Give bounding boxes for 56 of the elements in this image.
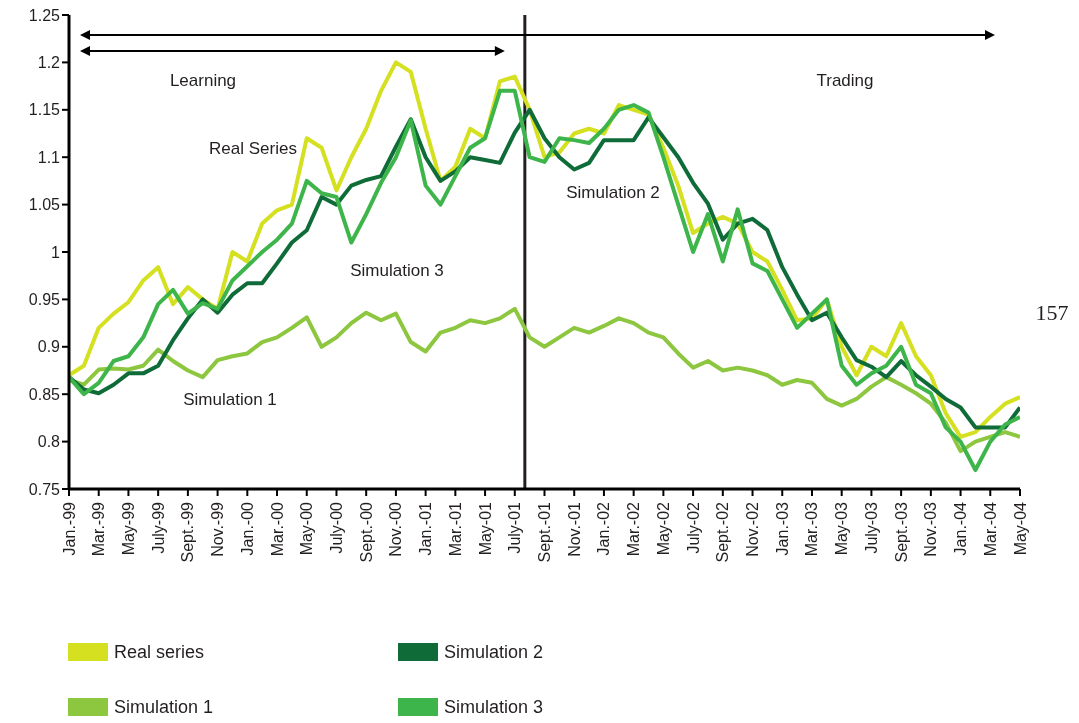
x-tick-label: Nov.-02 <box>744 501 762 557</box>
x-tick-label: July-03 <box>862 501 880 554</box>
y-tick-label: 1.1 <box>37 148 61 166</box>
x-tick-label: Mar.-00 <box>268 501 286 557</box>
text: 157 <box>1035 299 1069 325</box>
x-tick-label: Jan.-04 <box>952 501 970 556</box>
y-tick-label: 0.85 <box>28 385 61 403</box>
y-tick-label: 1 <box>51 243 61 261</box>
x-tick-label: May-00 <box>298 501 316 556</box>
annotation: Simulation 2 <box>566 182 660 202</box>
x-tick-label: Mar.-04 <box>981 501 999 557</box>
legend-label: Simulation 3 <box>444 696 544 718</box>
x-tick-label: Sept.-00 <box>357 501 375 563</box>
x-tick-label: Sept.-01 <box>536 501 553 563</box>
legend-label: Simulation 1 <box>114 696 214 718</box>
y-tick-label: 1.15 <box>28 101 61 119</box>
annotation: Simulation 3 <box>350 260 444 280</box>
x-tick-label: Jan.-01 <box>417 501 435 556</box>
x-tick-label: Jan.-00 <box>238 501 256 556</box>
x-tick-label: Nov.-00 <box>387 501 405 557</box>
y-tick-label: 0.9 <box>37 338 61 356</box>
x-tick-label: July-00 <box>327 501 345 554</box>
x-tick-label: Nov.-01 <box>565 501 583 557</box>
y-tick-label: 0.75 <box>28 480 61 498</box>
x-tick-label: May-99 <box>119 501 137 556</box>
x-tick-label: Nov.-03 <box>922 501 940 557</box>
x-tick-label: July-99 <box>149 501 167 554</box>
x-tick-label: May-03 <box>833 501 851 556</box>
x-tick-label: May-04 <box>1011 501 1029 556</box>
x-tick-label: Mar.-02 <box>625 501 643 557</box>
x-tick-label: Mar.-99 <box>90 501 108 557</box>
annotation: Learning <box>169 70 237 90</box>
x-tick-label: May-01 <box>476 501 494 556</box>
x-tick-label: May-02 <box>654 501 672 556</box>
x-tick-label: July-01 <box>506 501 524 554</box>
x-tick-label: July-02 <box>684 501 702 554</box>
x-tick-label: Mar.-03 <box>803 501 821 557</box>
legend-label: Real series <box>114 641 205 663</box>
annotation: Trading <box>816 70 874 90</box>
x-tick-label: Mar.-01 <box>446 501 464 557</box>
x-tick-label: Sept.-02 <box>714 501 732 563</box>
annotation: Simulation 1 <box>183 389 277 409</box>
y-tick-label: 0.8 <box>37 433 61 451</box>
y-tick-label: 1.05 <box>28 196 61 214</box>
y-tick-label: 0.95 <box>28 291 61 309</box>
y-tick-label: 1.2 <box>37 54 61 72</box>
line-series <box>69 88 1020 473</box>
x-tick-label: Jan.-03 <box>773 501 791 556</box>
x-tick-label: Sept.-03 <box>892 501 910 563</box>
x-tick-label: Jan.-02 <box>595 501 613 556</box>
x-tick-label: Sept.-99 <box>179 501 197 563</box>
annotation: Real Series <box>209 138 297 158</box>
x-tick-label: Jan.-99 <box>60 501 78 556</box>
x-tick-label: Nov.-99 <box>209 501 227 557</box>
y-tick-label: 1.25 <box>28 6 61 24</box>
legend-label: Simulation 2 <box>444 641 544 663</box>
